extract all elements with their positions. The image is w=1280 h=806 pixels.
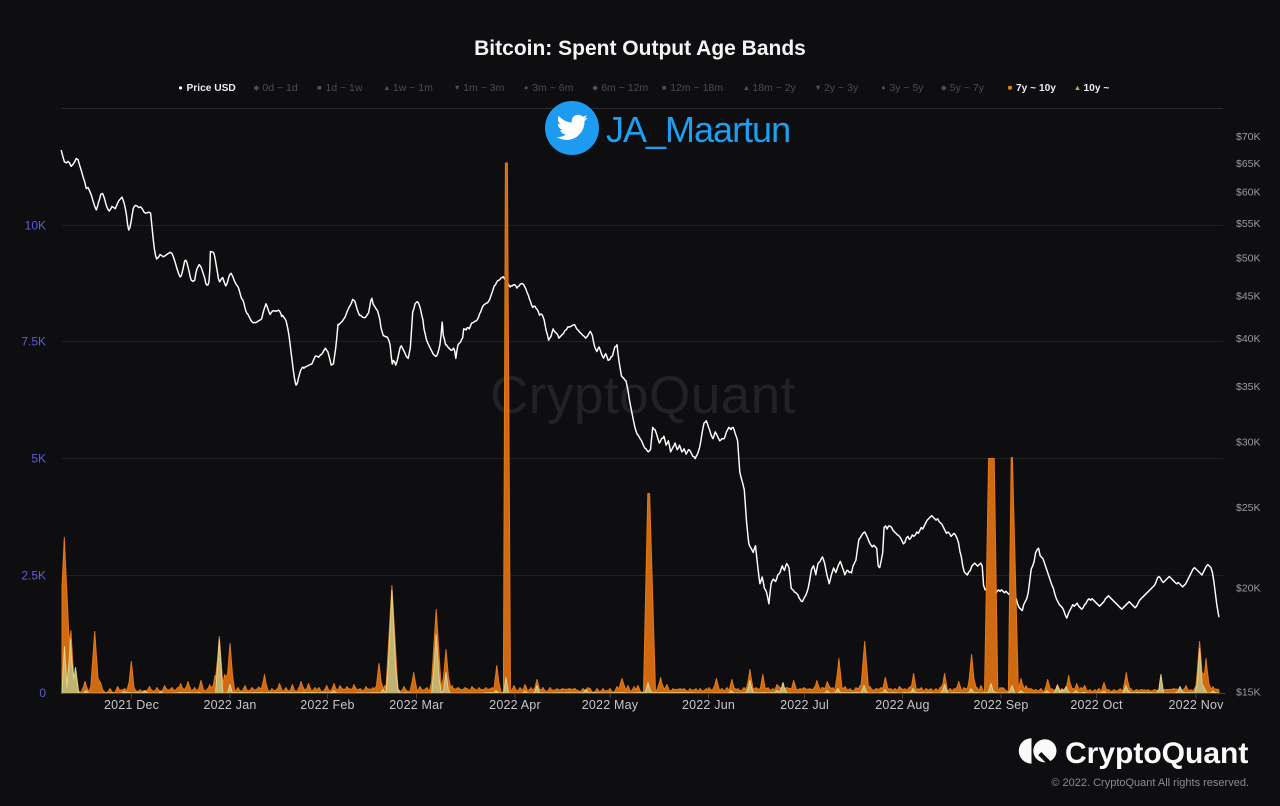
svg-text:2022 Apr: 2022 Apr [489, 698, 541, 712]
svg-text:◆: ◆ [592, 83, 599, 92]
svg-text:▼: ▼ [814, 83, 821, 92]
svg-text:3m ~ 6m: 3m ~ 6m [532, 82, 573, 94]
svg-text:$15K: $15K [1236, 686, 1261, 698]
svg-text:0: 0 [39, 686, 46, 700]
svg-text:◆: ◆ [254, 83, 261, 92]
svg-text:2022 Feb: 2022 Feb [300, 698, 354, 712]
svg-text:2022 May: 2022 May [582, 698, 639, 712]
svg-text:2022 Nov: 2022 Nov [1168, 698, 1224, 712]
svg-text:10y ~: 10y ~ [1084, 83, 1110, 94]
svg-text:$20K: $20K [1236, 583, 1261, 595]
svg-text:1d ~ 1w: 1d ~ 1w [325, 82, 362, 94]
svg-text:2y ~ 3y: 2y ~ 3y [824, 82, 859, 94]
svg-text:Bitcoin: Spent Output Age Band: Bitcoin: Spent Output Age Bands [474, 37, 806, 60]
svg-text:1w ~ 1m: 1w ~ 1m [393, 82, 433, 94]
svg-text:$50K: $50K [1236, 252, 1261, 264]
svg-text:2022 Oct: 2022 Oct [1070, 698, 1123, 712]
svg-text:2022 Jul: 2022 Jul [780, 698, 829, 712]
svg-text:$60K: $60K [1236, 187, 1261, 199]
svg-text:▲: ▲ [1074, 83, 1081, 92]
svg-text:●: ● [178, 83, 183, 92]
svg-text:●: ● [524, 83, 529, 92]
svg-text:CryptoQuant: CryptoQuant [490, 366, 796, 425]
svg-text:2022 Jun: 2022 Jun [682, 698, 735, 712]
svg-text:2021 Dec: 2021 Dec [104, 698, 159, 712]
svg-text:■: ■ [1008, 83, 1013, 92]
svg-text:2022 Aug: 2022 Aug [875, 698, 929, 712]
svg-text:5y ~ 7y: 5y ~ 7y [950, 82, 985, 94]
svg-text:$65K: $65K [1236, 158, 1261, 170]
svg-text:$25K: $25K [1236, 502, 1261, 514]
svg-text:6m ~ 12m: 6m ~ 12m [601, 82, 648, 94]
svg-text:▼: ▼ [453, 83, 460, 92]
svg-text:■: ■ [317, 83, 322, 92]
svg-text:Price USD: Price USD [187, 83, 236, 94]
svg-text:$55K: $55K [1236, 218, 1261, 230]
svg-text:$70K: $70K [1236, 131, 1261, 143]
svg-text:0d ~ 1d: 0d ~ 1d [262, 82, 297, 94]
svg-text:© 2022. CryptoQuant All rights: © 2022. CryptoQuant All rights reserved. [1051, 777, 1249, 789]
svg-text:$35K: $35K [1236, 381, 1261, 393]
svg-text:1m ~ 3m: 1m ~ 3m [463, 82, 504, 94]
svg-text:■: ■ [662, 83, 667, 92]
svg-text:◆: ◆ [941, 83, 948, 92]
svg-text:3y ~ 5y: 3y ~ 5y [889, 82, 924, 94]
svg-text:10K: 10K [25, 219, 46, 233]
svg-text:$40K: $40K [1236, 333, 1261, 345]
svg-text:▲: ▲ [743, 83, 750, 92]
svg-text:▲: ▲ [383, 83, 390, 92]
svg-text:5K: 5K [31, 452, 46, 466]
svg-text:7.5K: 7.5K [21, 335, 46, 349]
svg-text:18m ~ 2y: 18m ~ 2y [752, 82, 796, 94]
svg-text:JA_Maartun: JA_Maartun [606, 109, 790, 150]
svg-text:$30K: $30K [1236, 437, 1261, 449]
svg-text:$45K: $45K [1236, 290, 1261, 302]
svg-text:12m ~ 18m: 12m ~ 18m [670, 82, 723, 94]
svg-text:7y ~ 10y: 7y ~ 10y [1016, 83, 1056, 94]
svg-text:CryptoQuant: CryptoQuant [1065, 737, 1248, 770]
svg-text:2022 Sep: 2022 Sep [973, 698, 1028, 712]
svg-text:2022 Jan: 2022 Jan [203, 698, 256, 712]
svg-text:2022 Mar: 2022 Mar [389, 698, 443, 712]
svg-text:2.5K: 2.5K [21, 569, 46, 583]
svg-text:●: ● [881, 83, 886, 92]
